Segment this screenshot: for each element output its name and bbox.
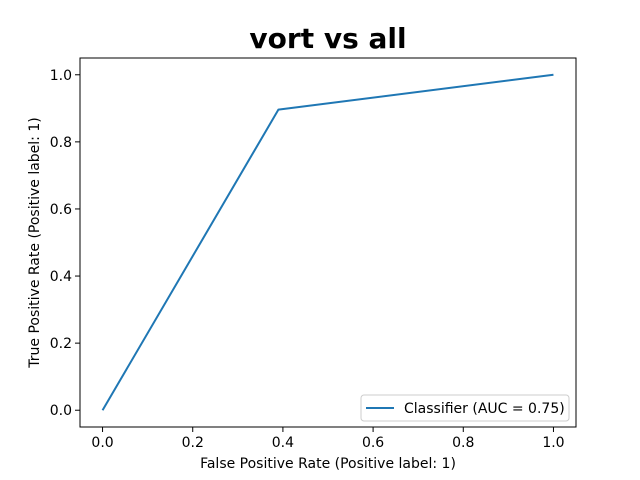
chart-title: vort vs all — [249, 22, 406, 55]
plot-frame — [79, 57, 577, 428]
y-axis-label: True Positive Rate (Positive label: 1) — [27, 117, 43, 368]
x-axis-ticks: 0.0 0.2 0.4 0.6 0.8 1.0 — [91, 427, 565, 451]
y-tick-label: 1.0 — [50, 68, 72, 84]
y-tick-label: 0.2 — [50, 336, 72, 352]
x-tick-label: 0.6 — [362, 435, 384, 451]
x-tick-label: 0.8 — [452, 435, 474, 451]
x-tick-label: 1.0 — [542, 435, 564, 451]
x-tick-label: 0.2 — [182, 435, 204, 451]
y-tick-label: 0.6 — [50, 202, 72, 218]
x-tick-label: 0.4 — [272, 435, 294, 451]
y-tick-label: 0.4 — [50, 269, 72, 285]
y-tick-label: 0.0 — [50, 403, 72, 419]
y-axis-ticks: 0.0 0.2 0.4 0.6 0.8 1.0 — [50, 68, 80, 419]
plot-area — [80, 58, 576, 427]
legend-entry: Classifier (AUC = 0.75) — [404, 401, 565, 417]
x-axis-label: False Positive Rate (Positive label: 1) — [200, 456, 456, 472]
legend: Classifier (AUC = 0.75) — [360, 394, 570, 422]
legend-box — [360, 394, 570, 422]
series-line-0 — [101, 73, 554, 411]
x-tick-label: 0.0 — [91, 435, 113, 451]
series-layer — [101, 73, 554, 411]
y-tick-label: 0.8 — [50, 135, 72, 151]
